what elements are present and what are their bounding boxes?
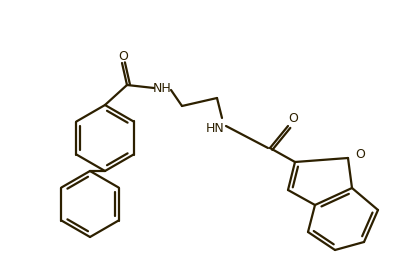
Text: NH: NH xyxy=(153,82,171,94)
Text: O: O xyxy=(118,49,128,63)
Text: O: O xyxy=(288,112,298,126)
Text: O: O xyxy=(355,147,365,161)
Text: HN: HN xyxy=(206,121,225,135)
